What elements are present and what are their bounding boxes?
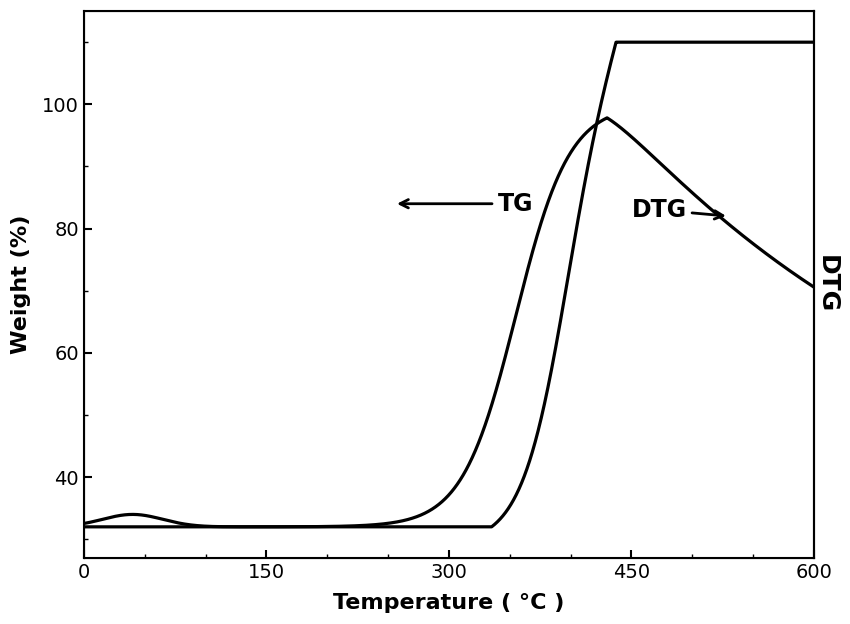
X-axis label: Temperature ( °C ): Temperature ( °C ): [333, 593, 564, 613]
Text: DTG: DTG: [632, 198, 722, 222]
Y-axis label: DTG: DTG: [815, 255, 839, 314]
Text: TG: TG: [400, 192, 533, 216]
Y-axis label: Weight (%): Weight (%): [11, 215, 31, 354]
